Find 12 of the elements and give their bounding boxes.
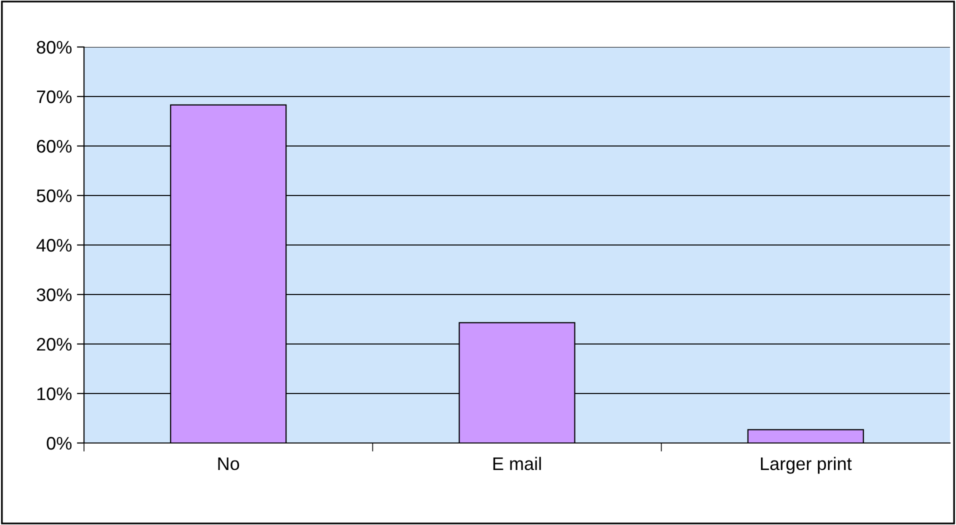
y-tick-label: 40% [36,238,72,252]
x-tick-label: E mail [493,456,541,470]
x-tick-label: No [218,458,240,470]
y-tick-label: 20% [36,338,72,351]
y-tick-label: 70% [36,90,72,104]
y-tick-label: 60% [36,140,72,153]
y-tick-label: 80% [36,40,72,54]
y-tick-label: 0% [46,436,72,450]
y-tick-label: 10% [37,387,72,400]
y-tick-label: 50% [36,189,72,202]
x-tick-label: Larger print [760,456,852,474]
y-tick-label: 30% [36,288,72,302]
